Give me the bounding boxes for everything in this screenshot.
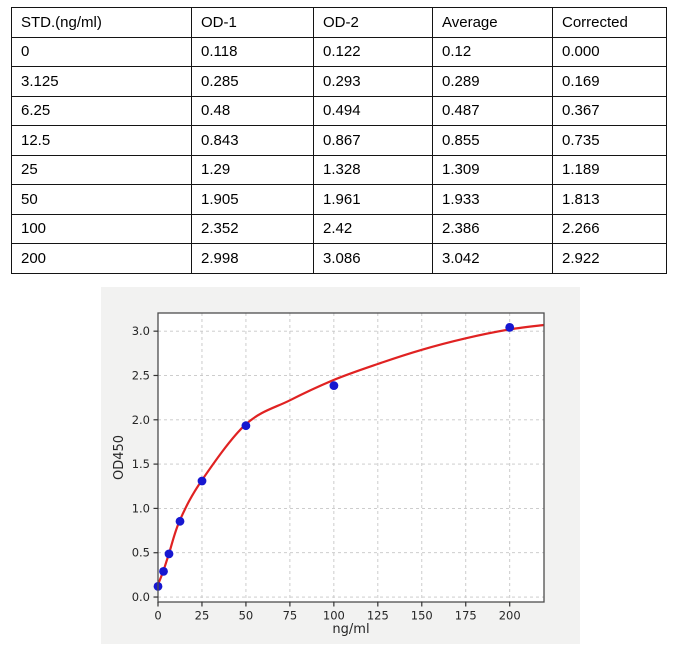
table-cell: 0.867 (313, 125, 433, 156)
x-tick-label: 200 (499, 609, 521, 623)
table-cell: 0.735 (552, 125, 667, 156)
data-point (505, 323, 515, 332)
table-cell: 1.813 (552, 184, 667, 215)
table-cell: 1.309 (432, 154, 553, 185)
table-cell: 2.922 (552, 243, 667, 274)
table-cell: 0.487 (432, 95, 553, 126)
header-cell-corrected: Corrected (552, 7, 667, 38)
table-cell: 6.25 (11, 95, 192, 126)
table-row: 200 2.998 3.086 3.042 2.922 (11, 243, 667, 274)
table-cell: 0.169 (552, 66, 667, 97)
y-tick-label: 2.5 (132, 368, 150, 382)
table-cell: 2.386 (432, 213, 553, 244)
table-cell: 3.042 (432, 243, 553, 274)
table-cell: 2.352 (191, 213, 314, 244)
table-cell: 0.285 (191, 66, 314, 97)
table-cell: 100 (11, 213, 192, 244)
table-cell: 0.293 (313, 66, 433, 97)
y-tick-label: 1.5 (132, 457, 150, 471)
header-cell-std: STD.(ng/ml) (11, 7, 192, 38)
table-row: 25 1.29 1.328 1.309 1.189 (11, 154, 667, 185)
x-tick-label: 100 (323, 609, 345, 623)
x-axis-label: ng/ml (332, 622, 369, 637)
chart-figure: 0 25 50 75 100 125 150 175 200 0.0 0.5 1.0 1.5 2.0 2.5… (101, 287, 580, 644)
data-point (175, 516, 185, 526)
table-body: 0 0.118 0.122 0.12 0.000 3.125 0.285 0.293 0.289… (11, 36, 667, 274)
y-axis-ticks: 0.0 0.5 1.0 1.5 2.0 2.5 3.0 (132, 324, 158, 604)
table-cell: 1.905 (191, 184, 314, 215)
y-axis-label: OD450 (112, 435, 127, 480)
data-point (159, 567, 168, 576)
table-cell: 1.328 (313, 154, 433, 185)
x-axis-ticks: 0 25 50 75 100 125 150 175 200 (154, 602, 521, 623)
standards-table: STD.(ng/ml) OD-1 OD-2 Average Corrected … (11, 7, 667, 274)
plot-border (157, 312, 545, 603)
x-tick-label: 150 (411, 609, 433, 623)
table-cell: 0.118 (191, 36, 314, 67)
table-cell: 2.998 (191, 243, 314, 274)
table-row: 0 0.118 0.122 0.12 0.000 (11, 36, 667, 67)
table-cell: 0.494 (313, 95, 433, 126)
header-cell-od1: OD-1 (191, 7, 314, 38)
standard-curve-chart: 0 25 50 75 100 125 150 175 200 0.0 0.5 1.0 1.5 2.0 2.5… (112, 312, 545, 637)
table-cell: 0.48 (191, 95, 314, 126)
table-cell: 25 (11, 154, 192, 185)
table-cell: 3.125 (11, 66, 192, 97)
x-tick-label: 25 (195, 609, 210, 623)
table-header-row: STD.(ng/ml) OD-1 OD-2 Average Corrected (11, 7, 667, 38)
table-cell: 1.29 (191, 154, 314, 185)
table-row: 50 1.905 1.961 1.933 1.813 (11, 184, 667, 215)
table-cell: 50 (11, 184, 192, 215)
x-tick-label: 75 (283, 609, 298, 623)
table-cell: 200 (11, 243, 192, 274)
table-cell: 0.843 (191, 125, 314, 156)
table-cell: 2.42 (313, 213, 433, 244)
table-cell: 12.5 (11, 125, 192, 156)
header-cell-average: Average (432, 7, 553, 38)
table-cell: 1.189 (552, 154, 667, 185)
table-cell: 0.289 (432, 66, 553, 97)
table-cell: 0.367 (552, 95, 667, 126)
table-cell: 0.12 (432, 36, 553, 67)
table-row: 100 2.352 2.42 2.386 2.266 (11, 213, 667, 244)
table-cell: 0 (11, 36, 192, 67)
table-cell: 0.855 (432, 125, 553, 156)
table-cell: 3.086 (313, 243, 433, 274)
table-row: 12.5 0.843 0.867 0.855 0.735 (11, 125, 667, 156)
x-tick-label: 0 (154, 609, 161, 623)
y-tick-label: 3.0 (132, 324, 150, 338)
data-point (329, 381, 339, 390)
data-point (197, 476, 207, 486)
y-tick-label: 1.0 (132, 501, 150, 515)
y-tick-label: 0.5 (132, 546, 150, 560)
data-point (164, 549, 174, 559)
header-cell-od2: OD-2 (313, 7, 433, 38)
plot-area (158, 313, 544, 602)
x-tick-label: 125 (367, 609, 389, 623)
x-tick-label: 50 (239, 609, 254, 623)
grid-lines (157, 313, 544, 602)
table-cell: 0.000 (552, 36, 667, 67)
data-point (241, 421, 251, 431)
table-cell: 1.961 (313, 184, 433, 215)
table-row: 6.25 0.48 0.494 0.487 0.367 (11, 95, 667, 126)
table-cell: 2.266 (552, 213, 667, 244)
table-cell: 0.122 (313, 36, 433, 67)
y-tick-label: 0.0 (132, 590, 150, 604)
table-row: 3.125 0.285 0.293 0.289 0.169 (11, 66, 667, 97)
table-cell: 1.933 (432, 184, 553, 215)
x-tick-label: 175 (455, 609, 477, 623)
y-tick-label: 2.0 (132, 413, 150, 427)
